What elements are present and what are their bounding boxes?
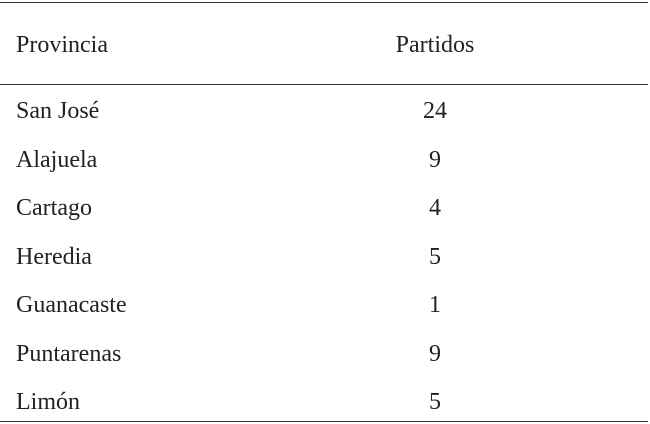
province-cell: Heredia [16, 243, 92, 270]
province-cell: San José [16, 98, 100, 124]
count-cell: 4 [429, 195, 441, 221]
count-cell: 5 [429, 243, 441, 270]
header-rule [0, 84, 648, 85]
count-cell: 24 [423, 98, 447, 124]
province-cell: Limón [16, 389, 80, 415]
bottom-rule [0, 421, 648, 422]
province-cell: Alajuela [16, 146, 98, 173]
header-cell: Partidos [395, 32, 475, 58]
count-cell: 1 [429, 292, 441, 318]
province-cell: Cartago [16, 195, 92, 221]
count-cell: 9 [429, 340, 441, 367]
province-cell: Puntarenas [16, 340, 122, 367]
count-cell: 5 [429, 389, 441, 415]
top-rule [0, 2, 648, 3]
province-cell: Guanacaste [16, 292, 127, 318]
count-cell: 9 [429, 146, 441, 173]
header-cell: Provincia [16, 32, 108, 58]
